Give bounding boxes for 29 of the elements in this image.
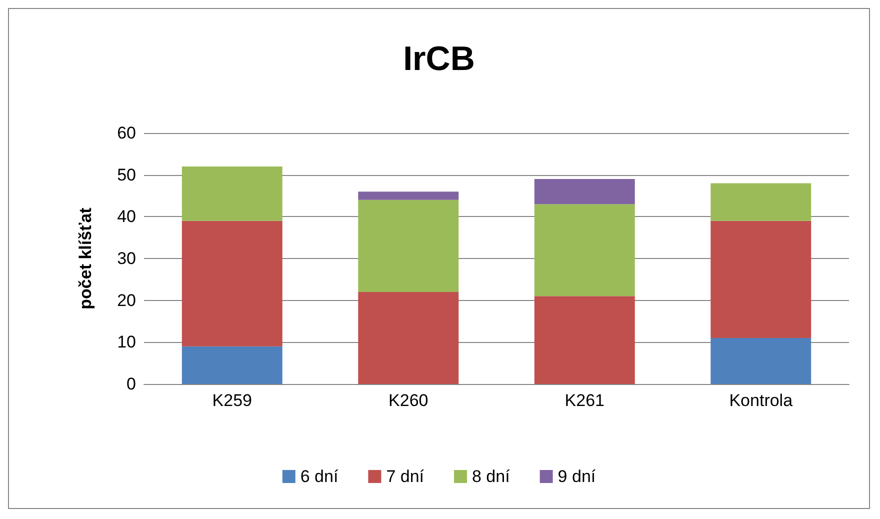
bar [358, 200, 459, 292]
legend-label: 8 dní [472, 467, 510, 486]
bar [534, 296, 635, 384]
bar [358, 192, 459, 200]
legend-label: 7 dní [386, 467, 424, 486]
bar [710, 183, 812, 221]
bar [182, 220, 282, 346]
bar [710, 220, 812, 338]
bar [534, 179, 635, 204]
legend-label: 9 dní [558, 467, 596, 486]
y-tick-label: 30 [117, 249, 136, 268]
y-tick-label: 20 [117, 290, 136, 310]
bar [534, 204, 635, 296]
y-tick-label: 0 [126, 374, 136, 394]
bar [182, 166, 282, 221]
y-tick-label: 40 [117, 207, 136, 226]
x-tick-label: K260 [388, 391, 428, 410]
x-tick-label: K261 [564, 391, 604, 410]
y-tick-label: 60 [117, 124, 136, 142]
legend-label: 6 dní [300, 467, 338, 486]
x-tick-label: K259 [212, 391, 252, 410]
y-tick-label: 10 [117, 332, 136, 352]
y-axis-title: počet klíšťat [76, 207, 95, 310]
bar [182, 346, 282, 384]
x-tick-label: Kontrola [729, 391, 794, 410]
bar [710, 338, 812, 384]
y-tick-label: 50 [117, 165, 136, 184]
chart-title: IrCB [403, 40, 475, 78]
bar [358, 292, 459, 384]
